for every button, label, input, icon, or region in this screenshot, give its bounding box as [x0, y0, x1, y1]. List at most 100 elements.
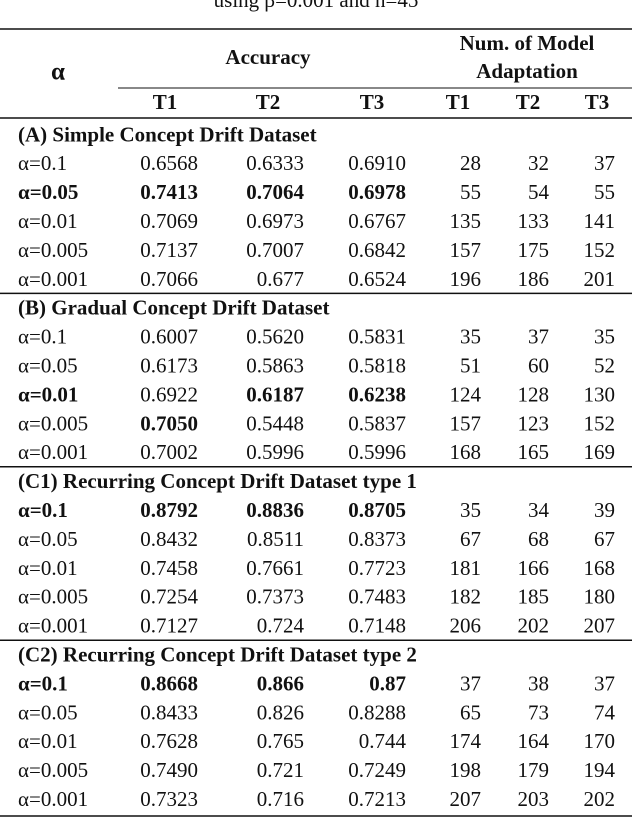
value-cell: 0.6568: [140, 151, 198, 175]
accuracy-header: Accuracy: [225, 45, 311, 69]
value-cell: 0.7137: [140, 238, 198, 262]
alpha-cell: α=0.01: [18, 556, 78, 580]
value-cell: 186: [518, 267, 550, 291]
value-cell: 169: [584, 440, 616, 464]
value-cell: 0.866: [257, 671, 304, 695]
value-cell: 39: [594, 498, 615, 522]
value-cell: 67: [594, 527, 615, 551]
value-cell: 165: [518, 440, 550, 464]
value-cell: 0.8836: [246, 498, 304, 522]
value-cell: 0.7007: [246, 238, 304, 262]
alpha-cell: α=0.001: [18, 267, 88, 291]
column-header: T3: [585, 90, 610, 114]
alpha-cell: α=0.05: [18, 700, 78, 724]
value-cell: 0.6922: [140, 382, 198, 406]
value-cell: 0.7213: [348, 787, 406, 811]
value-cell: 0.5448: [246, 411, 304, 435]
value-cell: 0.6173: [140, 353, 198, 377]
value-cell: 152: [584, 238, 616, 262]
value-cell: 0.7002: [140, 440, 198, 464]
value-cell: 157: [450, 411, 482, 435]
value-cell: 0.87: [369, 671, 406, 695]
value-cell: 0.8511: [247, 527, 304, 551]
value-cell: 0.744: [359, 729, 407, 753]
value-cell: 0.7249: [348, 758, 406, 782]
value-cell: 37: [594, 151, 615, 175]
value-cell: 207: [584, 614, 616, 638]
value-cell: 202: [584, 787, 616, 811]
value-cell: 0.6973: [246, 209, 304, 233]
value-cell: 194: [584, 758, 616, 782]
section-title: (B) Gradual Concept Drift Dataset: [18, 296, 329, 320]
alpha-cell: α=0.01: [18, 729, 78, 753]
column-header: T1: [446, 90, 471, 114]
value-cell: 0.7490: [140, 758, 198, 782]
value-cell: 0.8705: [348, 498, 406, 522]
value-cell: 123: [518, 411, 550, 435]
alpha-cell: α=0.1: [18, 671, 68, 695]
section-title: (C1) Recurring Concept Drift Dataset typ…: [18, 469, 417, 493]
value-cell: 0.5831: [348, 325, 406, 349]
value-cell: 0.7127: [140, 614, 198, 638]
value-cell: 0.7254: [140, 585, 198, 609]
value-cell: 0.8432: [140, 527, 198, 551]
value-cell: 0.7323: [140, 787, 198, 811]
value-cell: 0.5837: [348, 411, 406, 435]
value-cell: 65: [460, 700, 481, 724]
value-cell: 0.721: [257, 758, 304, 782]
value-cell: 74: [594, 700, 616, 724]
value-cell: 37: [528, 325, 549, 349]
value-cell: 0.716: [257, 787, 304, 811]
value-cell: 0.6187: [246, 382, 304, 406]
value-cell: 73: [528, 700, 549, 724]
value-cell: 0.8792: [140, 498, 198, 522]
value-cell: 207: [450, 787, 482, 811]
alpha-cell: α=0.05: [18, 527, 78, 551]
alpha-cell: α=0.005: [18, 238, 88, 262]
column-header: T3: [360, 90, 385, 114]
value-cell: 152: [584, 411, 616, 435]
value-cell: 0.5996: [246, 440, 304, 464]
alpha-cell: α=0.01: [18, 209, 78, 233]
caption: using β=0.001 and n=45: [214, 0, 419, 12]
value-cell: 202: [518, 614, 550, 638]
value-cell: 28: [460, 151, 481, 175]
value-cell: 0.7373: [246, 585, 304, 609]
column-header: T2: [256, 90, 281, 114]
alpha-cell: α=0.001: [18, 614, 88, 638]
value-cell: 170: [584, 729, 616, 753]
value-cell: 0.7069: [140, 209, 198, 233]
value-cell: 185: [518, 585, 550, 609]
column-header: T2: [516, 90, 541, 114]
value-cell: 0.5863: [246, 353, 304, 377]
value-cell: 0.7723: [348, 556, 406, 580]
column-header: T1: [153, 90, 178, 114]
value-cell: 32: [528, 151, 549, 175]
value-cell: 67: [460, 527, 481, 551]
value-cell: 0.5818: [348, 353, 406, 377]
value-cell: 34: [528, 498, 550, 522]
alpha-header: α: [51, 59, 65, 86]
value-cell: 0.6842: [348, 238, 406, 262]
value-cell: 38: [528, 671, 549, 695]
alpha-cell: α=0.01: [18, 382, 78, 406]
section-title: (A) Simple Concept Drift Dataset: [18, 122, 317, 146]
value-cell: 0.677: [257, 267, 304, 291]
value-cell: 0.826: [257, 700, 304, 724]
value-cell: 0.7066: [140, 267, 198, 291]
alpha-cell: α=0.005: [18, 758, 88, 782]
value-cell: 0.5620: [246, 325, 304, 349]
alpha-cell: α=0.005: [18, 411, 88, 435]
value-cell: 35: [460, 498, 481, 522]
value-cell: 52: [594, 353, 615, 377]
value-cell: 0.6333: [246, 151, 304, 175]
alpha-cell: α=0.05: [18, 180, 78, 204]
adaptation-header: Num. of Model: [460, 31, 595, 55]
value-cell: 0.7483: [348, 585, 406, 609]
value-cell: 128: [518, 382, 550, 406]
value-cell: 35: [594, 325, 615, 349]
section-title: (C2) Recurring Concept Drift Dataset typ…: [18, 642, 417, 666]
alpha-cell: α=0.1: [18, 151, 67, 175]
alpha-cell: α=0.005: [18, 585, 88, 609]
